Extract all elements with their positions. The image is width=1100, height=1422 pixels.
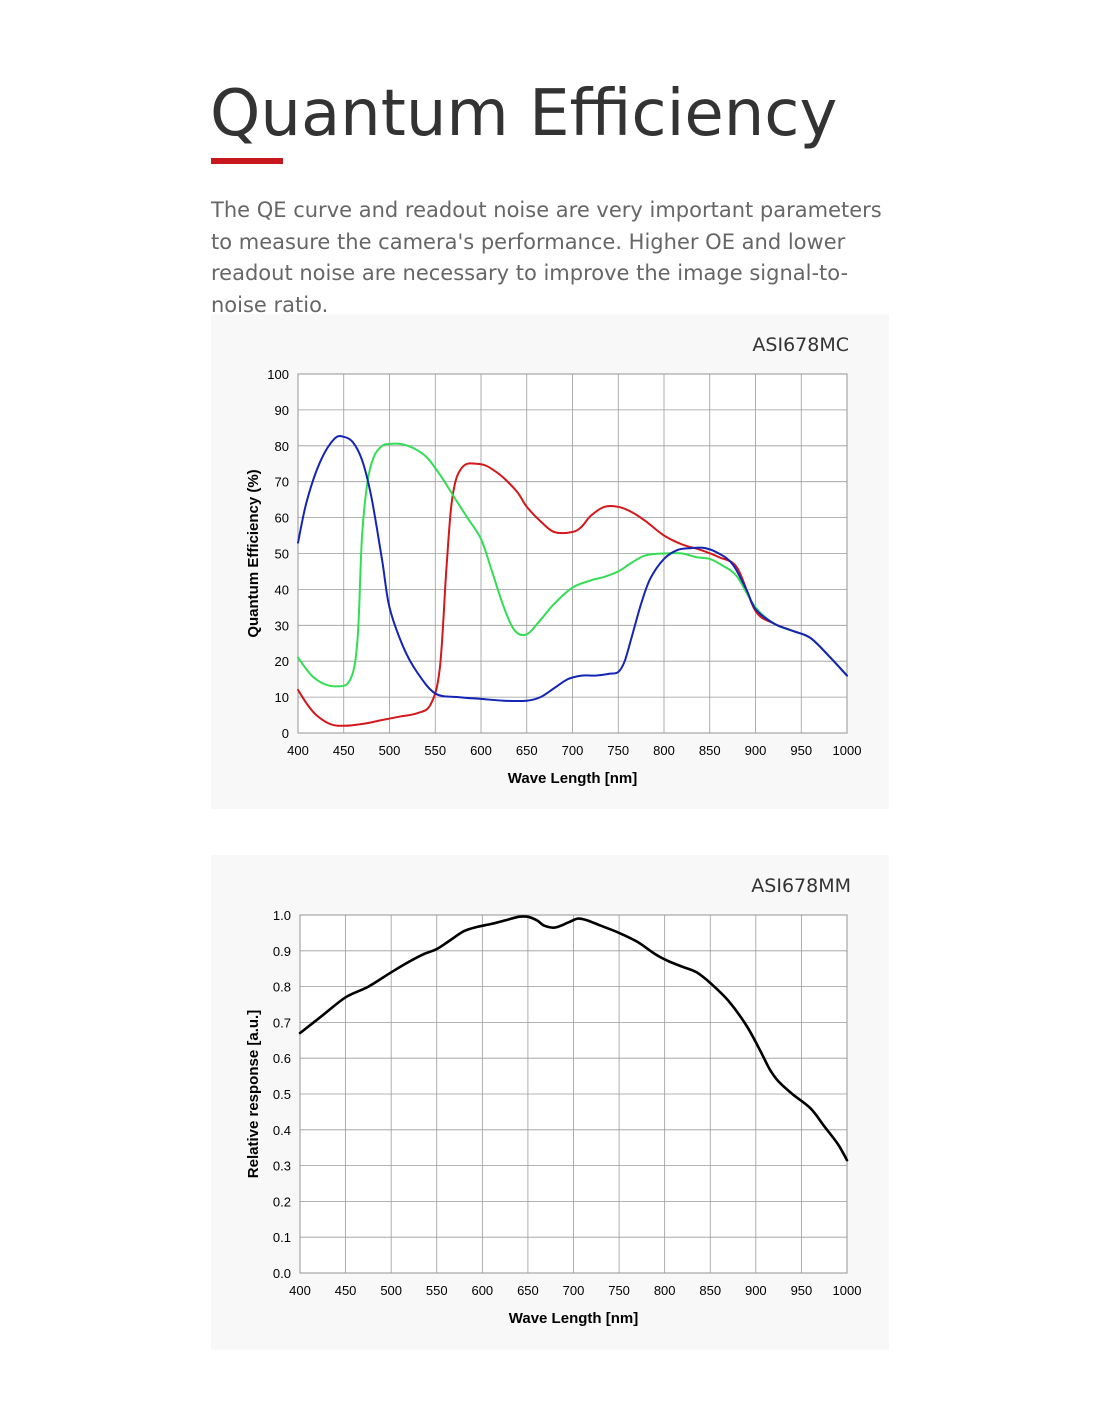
title-underline	[211, 158, 283, 164]
x-tick-label: 850	[699, 1283, 721, 1298]
x-tick-label: 700	[562, 743, 584, 758]
y-tick-label: 10	[275, 690, 289, 705]
x-tick-label: 500	[380, 1283, 402, 1298]
y-axis-label: Relative response [a.u.]	[245, 1010, 262, 1178]
y-tick-label: 0.0	[273, 1266, 291, 1281]
y-tick-label: 0.8	[273, 980, 291, 995]
x-tick-label: 800	[654, 1283, 676, 1298]
x-tick-label: 700	[563, 1283, 585, 1298]
qe-chart-panel-mc: ASI678MC 400 450 500 550 600 650 700 750 800 850 9…	[211, 314, 889, 809]
x-tick-label: 800	[653, 743, 675, 758]
x-tick-label: 400	[289, 1283, 311, 1298]
chart-title: ASI678MM	[751, 875, 851, 897]
y-tick-label: 100	[267, 367, 289, 382]
series-line	[298, 915, 849, 1162]
x-tick-label: 550	[426, 1283, 448, 1298]
x-tick-label: 750	[607, 743, 629, 758]
y-tick-label: 40	[275, 582, 289, 597]
intro-paragraph: The QE curve and readout noise are very …	[211, 198, 882, 317]
x-tick-label: 750	[608, 1283, 630, 1298]
x-tick-label: 600	[470, 743, 492, 758]
series-line	[297, 435, 848, 703]
x-tick-label: 650	[517, 1283, 539, 1298]
series-line	[297, 442, 848, 688]
page-title: Quantum Efficiency	[210, 77, 838, 151]
y-tick-label: 70	[275, 475, 289, 490]
y-tick-label: 0.4	[273, 1123, 291, 1138]
chart-title: ASI678MC	[752, 334, 849, 356]
y-tick-label: 90	[275, 403, 289, 418]
x-tick-label: 1000	[833, 1283, 862, 1298]
x-tick-label: 950	[790, 743, 812, 758]
x-tick-label: 500	[379, 743, 401, 758]
y-tick-label: 0.3	[273, 1159, 291, 1174]
y-tick-label: 60	[275, 511, 289, 526]
y-axis-label: Quantum Efficiency (%)	[245, 469, 262, 637]
y-tick-label: 0.9	[273, 944, 291, 959]
x-tick-label: 850	[699, 743, 721, 758]
y-tick-label: 50	[275, 547, 289, 562]
y-tick-label: 0.5	[273, 1087, 291, 1102]
y-tick-label: 80	[275, 439, 289, 454]
x-tick-label: 900	[745, 1283, 767, 1298]
x-tick-label: 650	[516, 743, 538, 758]
x-tick-label: 450	[333, 743, 355, 758]
x-tick-label: 600	[471, 1283, 493, 1298]
qe-chart-mm: 400 450 500 550 600 650 700 750 800 850 900 950 1000…	[245, 908, 862, 1327]
y-tick-label: 0.6	[273, 1051, 291, 1066]
y-tick-label: 1.0	[273, 908, 291, 923]
y-tick-label: 0.7	[273, 1015, 291, 1030]
y-tick-label: 20	[275, 654, 289, 669]
y-tick-label: 30	[275, 618, 289, 633]
x-tick-label: 400	[287, 743, 309, 758]
qe-chart-panel-mm: ASI678MM 400 450 500 550 600 650 700 750 800 850 9…	[211, 855, 889, 1350]
x-axis-label: Wave Length [nm]	[509, 1310, 638, 1327]
y-tick-label: 0.1	[273, 1230, 291, 1245]
x-tick-label: 1000	[833, 743, 862, 758]
qe-chart-mc: 400 450 500 550 600 650 700 750 800 850 900 950 1000…	[245, 367, 862, 787]
x-axis-label: Wave Length [nm]	[508, 770, 637, 787]
series-line	[297, 462, 848, 727]
x-tick-label: 950	[791, 1283, 813, 1298]
y-tick-label: 0.2	[273, 1194, 291, 1209]
y-tick-label: 0	[282, 726, 289, 741]
x-tick-label: 900	[745, 743, 767, 758]
x-tick-label: 450	[335, 1283, 357, 1298]
x-tick-label: 550	[424, 743, 446, 758]
